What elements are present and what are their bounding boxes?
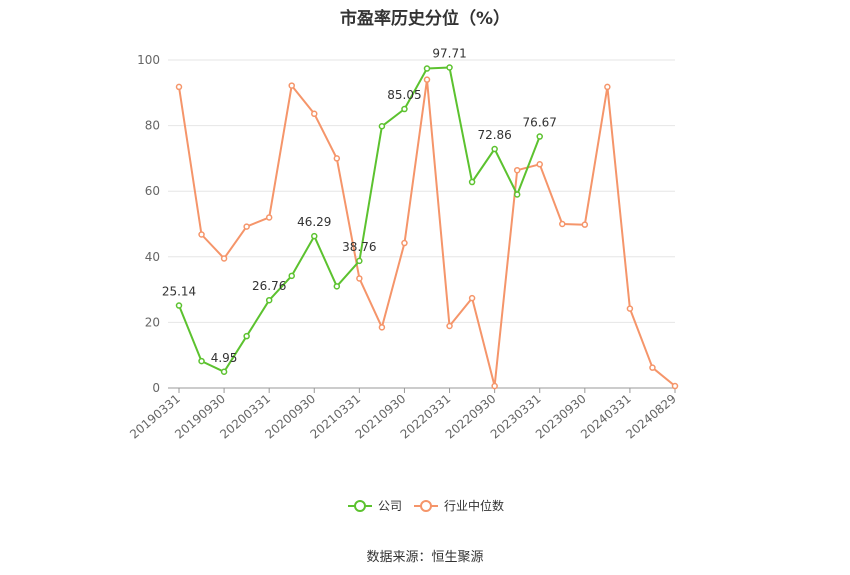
data-point — [536, 161, 543, 168]
series-line-company — [178, 66, 541, 373]
y-tick-label: 40 — [145, 250, 160, 264]
data-point — [671, 382, 679, 390]
data-point — [423, 76, 431, 83]
chart-title: 市盈率历史分位（%） — [339, 9, 511, 29]
data-point — [649, 364, 656, 371]
data-point — [243, 332, 250, 340]
data-labels: 25.14 4.95 26.76 46.29 38.76 85.05 97.71 72.86 7… — [162, 47, 557, 365]
data-point — [356, 275, 363, 282]
data-label: 72.86 — [477, 128, 511, 142]
data-point — [288, 272, 295, 280]
data-point — [401, 239, 408, 247]
data-point — [626, 305, 634, 312]
data-point — [311, 232, 318, 240]
data-point — [220, 255, 228, 262]
data-point — [198, 231, 205, 238]
y-tick-label: 80 — [145, 119, 160, 133]
series-lines — [175, 64, 679, 390]
data-point — [356, 257, 363, 265]
data-label: 38.76 — [342, 240, 376, 254]
data-point — [265, 296, 273, 304]
data-label: 97.71 — [432, 47, 466, 61]
legend-label: 行业中位数 — [444, 498, 504, 513]
data-point — [333, 283, 341, 290]
data-point — [175, 302, 183, 309]
data-label: 46.29 — [297, 215, 331, 229]
x-tick-label: 20240829 — [623, 392, 679, 442]
data-label: 26.76 — [252, 279, 286, 293]
data-source-note: 数据来源：恒生聚源 — [366, 550, 484, 565]
data-point — [198, 357, 205, 365]
y-tick-label: 0 — [152, 381, 160, 395]
data-point — [378, 123, 386, 130]
data-point — [513, 191, 521, 198]
y-tick-label: 60 — [145, 184, 160, 198]
data-point — [311, 110, 318, 118]
data-label: 4.95 — [211, 351, 238, 365]
data-point — [491, 382, 498, 390]
legend: 公司 行业中位数 — [348, 498, 504, 513]
data-point — [288, 82, 295, 89]
legend-marker — [420, 500, 432, 512]
y-tick-label: 100 — [137, 53, 160, 67]
data-point — [559, 220, 566, 228]
data-point — [604, 83, 611, 91]
data-point — [513, 166, 521, 174]
data-point — [265, 214, 273, 221]
y-tick-label: 20 — [145, 315, 160, 329]
data-point — [378, 324, 386, 331]
legend-label: 公司 — [378, 499, 402, 513]
data-point — [536, 133, 543, 140]
data-point — [423, 65, 431, 72]
data-point — [491, 145, 498, 153]
data-point — [581, 221, 589, 228]
data-point — [243, 223, 250, 230]
data-point — [446, 322, 453, 330]
data-point — [468, 178, 476, 186]
data-point — [468, 294, 476, 302]
data-point — [220, 368, 228, 376]
data-label: 25.14 — [162, 285, 196, 299]
data-point — [175, 83, 183, 91]
data-label: 76.67 — [523, 116, 557, 130]
data-label: 85.05 — [387, 88, 421, 102]
data-point — [446, 64, 453, 71]
legend-marker — [354, 500, 366, 512]
data-point — [401, 105, 408, 113]
data-point — [333, 155, 341, 162]
